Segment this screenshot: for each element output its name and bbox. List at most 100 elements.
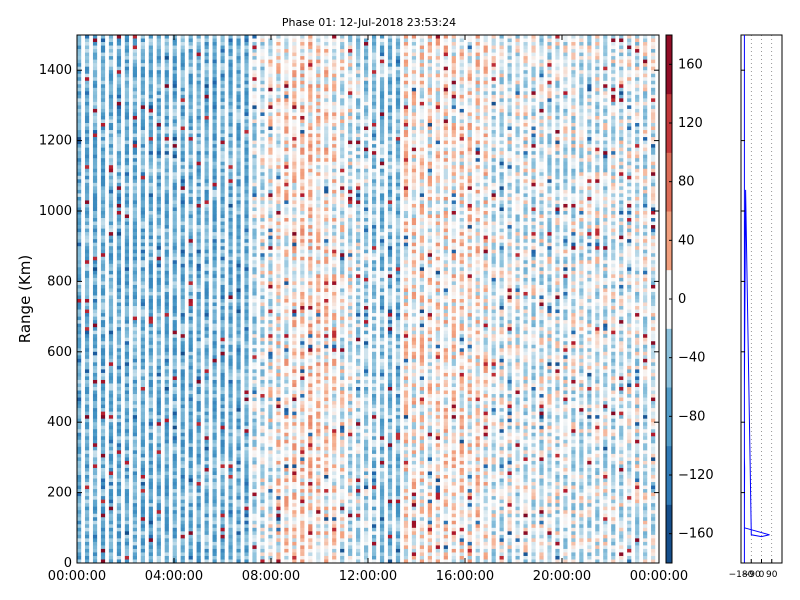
heatmap-cell <box>180 80 185 85</box>
heatmap-cell <box>180 175 185 180</box>
heatmap-cell <box>284 517 289 522</box>
heatmap-cell <box>268 432 273 437</box>
heatmap-cell <box>140 506 145 511</box>
heatmap-cell <box>212 101 217 106</box>
heatmap-cell <box>260 123 265 127</box>
heatmap-cell <box>196 545 201 550</box>
heatmap-cell <box>252 520 257 525</box>
heatmap-cell <box>300 365 305 370</box>
heatmap-cell <box>316 101 321 106</box>
heatmap-cell <box>116 383 122 388</box>
heatmap-cell <box>204 196 209 201</box>
heatmap-cell <box>92 186 98 191</box>
heatmap-cell <box>220 87 225 92</box>
heatmap-cell <box>132 101 137 106</box>
heatmap-cell <box>77 323 82 328</box>
heatmap-cell <box>140 211 145 215</box>
heatmap-cell <box>116 351 122 356</box>
heatmap-cell <box>220 189 225 194</box>
heatmap-cell <box>124 369 130 374</box>
heatmap-cell <box>204 348 209 353</box>
heatmap-cell <box>148 439 153 444</box>
heatmap-cell <box>172 98 177 103</box>
heatmap-cell <box>284 425 289 430</box>
heatmap-cell <box>77 545 82 550</box>
heatmap-cell <box>92 158 98 163</box>
heatmap-cell <box>124 506 130 511</box>
heatmap-cell <box>212 450 217 455</box>
heatmap-cell <box>172 260 177 265</box>
heatmap-cell <box>300 179 305 184</box>
heatmap-cell <box>172 464 177 469</box>
heatmap-cell <box>180 306 185 310</box>
heatmap-cell <box>132 316 137 321</box>
heatmap-cell <box>252 228 257 233</box>
heatmap-cell <box>284 429 289 434</box>
heatmap-cell <box>196 517 201 522</box>
heatmap-cell <box>84 77 90 82</box>
heatmap-cell <box>252 239 257 243</box>
heatmap-cell <box>284 355 289 360</box>
heatmap-cell <box>164 425 169 430</box>
heatmap-cell <box>324 425 329 430</box>
heatmap-cell <box>252 115 257 120</box>
heatmap-cell <box>268 510 273 515</box>
heatmap-cell <box>84 492 90 497</box>
heatmap-cell <box>124 203 130 208</box>
heatmap-cell <box>164 457 169 462</box>
heatmap-cell <box>316 119 321 124</box>
heatmap-cell <box>316 309 321 314</box>
heatmap-cell <box>236 232 241 236</box>
heatmap-cell <box>228 239 233 243</box>
heatmap-cell <box>276 439 281 444</box>
heatmap-cell <box>164 126 169 131</box>
heatmap-cell <box>252 154 257 159</box>
heatmap-cell <box>236 98 241 103</box>
heatmap-cell <box>140 552 145 557</box>
heatmap-cell <box>268 228 273 233</box>
heatmap-cell <box>92 344 98 349</box>
heatmap-cell <box>132 263 137 268</box>
heatmap-cell <box>316 49 321 53</box>
heatmap-cell <box>100 246 106 251</box>
heatmap-cell <box>196 323 201 328</box>
heatmap-cell <box>204 126 209 131</box>
heatmap-cell <box>316 263 321 268</box>
heatmap-cell <box>212 126 217 131</box>
heatmap-cell <box>316 154 321 159</box>
heatmap-cell <box>252 355 257 360</box>
heatmap-cell <box>276 548 281 553</box>
heatmap-cell <box>300 485 305 490</box>
heatmap-cell <box>276 179 281 184</box>
heatmap-cell <box>180 267 185 272</box>
heatmap-cell <box>308 390 313 395</box>
heatmap-cell <box>260 524 265 529</box>
heatmap-cell <box>204 80 209 85</box>
heatmap-cell <box>316 457 321 462</box>
heatmap-cell <box>284 108 289 113</box>
heatmap-cell <box>77 387 82 391</box>
heatmap-cell <box>84 559 90 564</box>
heatmap-cell <box>100 218 106 222</box>
heatmap-cell <box>196 284 201 289</box>
heatmap-cell <box>284 411 289 416</box>
heatmap-cell <box>188 372 193 377</box>
heatmap-cell <box>132 172 137 177</box>
heatmap-cell <box>212 94 217 99</box>
heatmap-cell <box>236 517 241 522</box>
heatmap-cell <box>252 246 257 251</box>
heatmap-cell <box>164 239 169 243</box>
heatmap-cell <box>332 524 337 529</box>
heatmap-cell <box>324 330 329 335</box>
heatmap-cell <box>132 313 137 317</box>
heatmap-cell <box>124 510 130 515</box>
heatmap-cell <box>276 77 281 82</box>
heatmap-cell <box>316 288 321 293</box>
heatmap-cell <box>316 552 321 557</box>
heatmap-cell <box>252 225 257 229</box>
heatmap-cell <box>156 281 161 286</box>
heatmap-cell <box>228 126 233 131</box>
heatmap-cell <box>180 555 185 560</box>
heatmap-cell <box>212 115 217 120</box>
heatmap-cell <box>236 239 241 243</box>
